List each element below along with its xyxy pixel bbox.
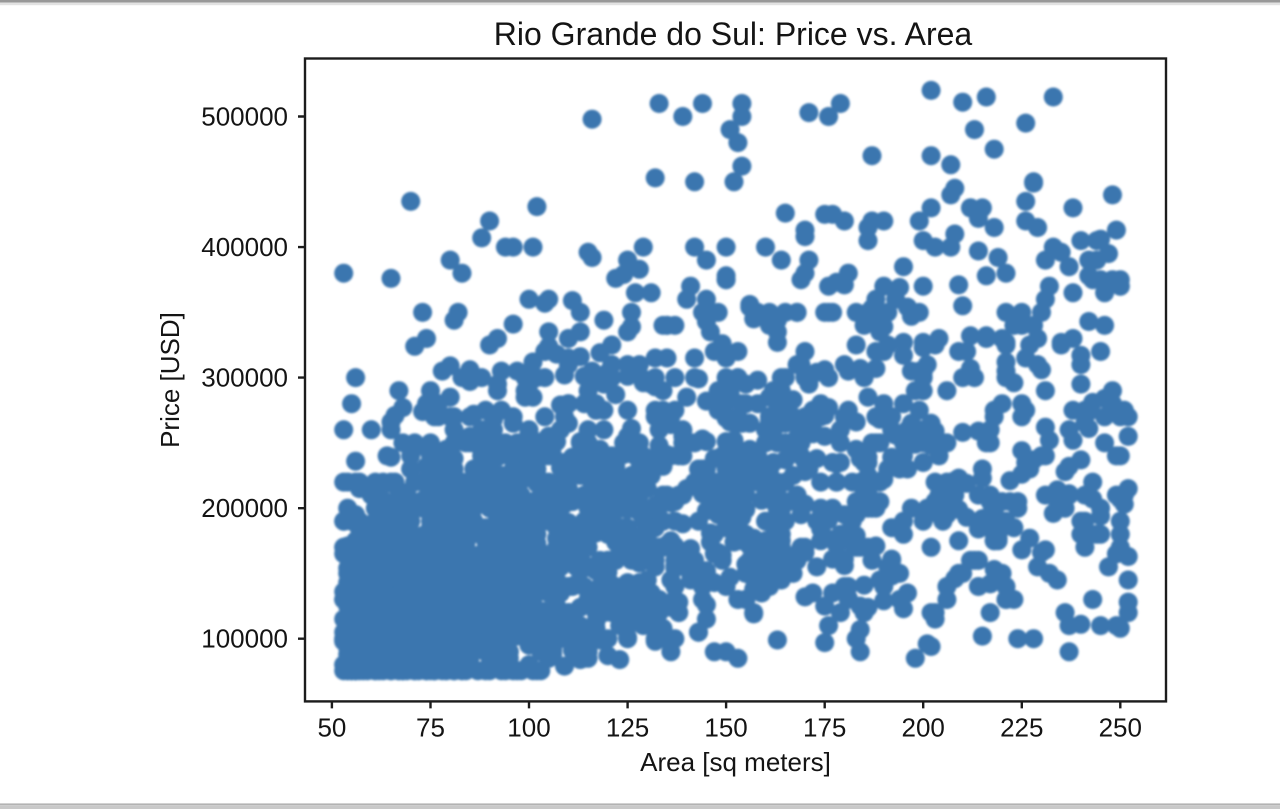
svg-text:75: 75 [416, 713, 445, 743]
svg-text:Price [USD]: Price [USD] [155, 312, 185, 448]
svg-text:125: 125 [606, 713, 649, 743]
svg-text:300000: 300000 [201, 363, 288, 393]
svg-text:Rio Grande do Sul: Price vs. A: Rio Grande do Sul: Price vs. Area [494, 16, 973, 52]
svg-text:500000: 500000 [201, 101, 288, 131]
svg-text:100: 100 [507, 713, 550, 743]
svg-text:150: 150 [704, 713, 747, 743]
svg-text:100000: 100000 [201, 624, 288, 654]
svg-text:250: 250 [1099, 713, 1142, 743]
svg-text:200000: 200000 [201, 493, 288, 523]
svg-text:400000: 400000 [201, 232, 288, 262]
svg-text:Area [sq meters]: Area [sq meters] [640, 747, 831, 777]
svg-text:175: 175 [803, 713, 846, 743]
svg-text:225: 225 [1000, 713, 1043, 743]
svg-text:200: 200 [902, 713, 945, 743]
svg-text:50: 50 [317, 713, 346, 743]
